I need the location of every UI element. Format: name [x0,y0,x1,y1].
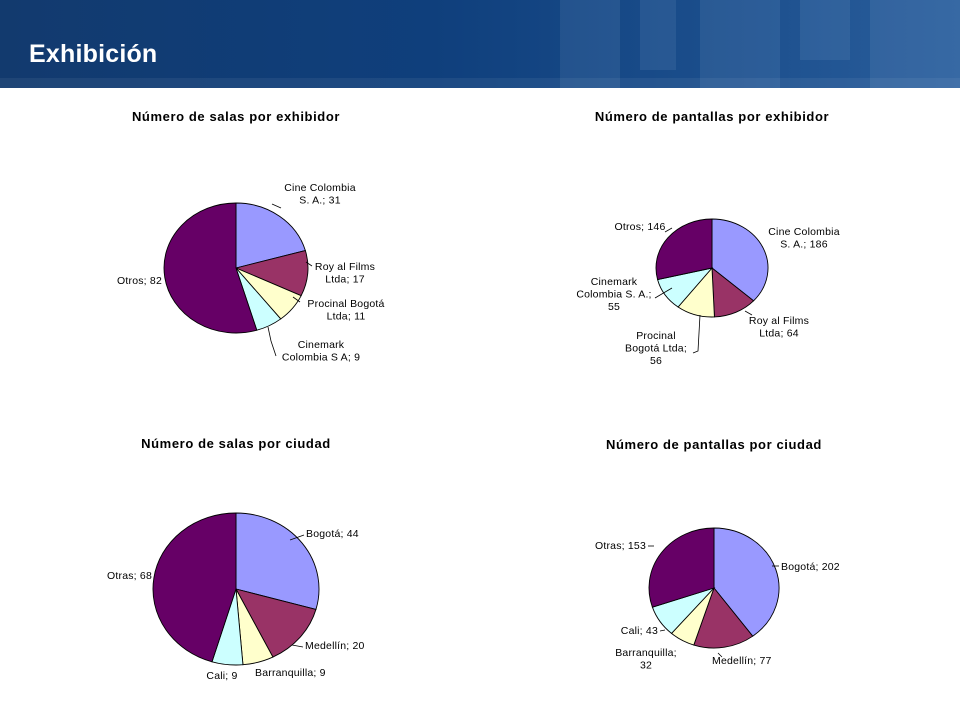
header-banner: Exhibición [0,0,960,88]
page-title: Exhibición [29,40,158,68]
data-label: Roy al Films Ltda; 64 [749,315,809,340]
data-label: Cine Colombia S. A.; 186 [768,226,839,251]
leader-line [291,644,304,648]
chart-title: Número de salas por exhibidor [132,109,340,124]
data-label: Cali; 9 [206,670,237,682]
leader-line [292,296,301,303]
chart-title: Número de pantallas por ciudad [606,437,822,452]
data-label: Otros; 82 [117,275,162,287]
data-label: Cali; 43 [621,625,658,637]
pie-chart-salas-exhibidor: Número de salas por exhibidor Cine Colomb… [117,109,384,364]
pie-slice [693,587,754,649]
data-label: Barranquilla; 9 [255,667,326,679]
leader-line [664,227,673,233]
pie-slice [235,512,320,610]
leader-line [305,261,313,267]
leader-line [692,314,701,354]
leader-line [267,326,277,357]
data-label: Cine Colombia S. A.; 31 [284,182,355,207]
data-label: Barranquilla; 32 [615,647,677,672]
data-label: Cinemark Colombia S A; 9 [282,339,360,364]
data-label: Medellín; 20 [305,640,365,652]
leader-line [271,203,282,209]
chart-title: Número de pantallas por exhibidor [595,109,829,124]
pie-chart-salas-ciudad: Número de salas por ciudad Bogotá; 44 Mede… [107,436,365,682]
pie-slice [713,527,780,637]
pie-chart-pantallas-exhibidor: Número de pantallas por exhibidor Cine Co… [576,109,839,367]
pie-slice [711,218,769,302]
data-label: Medellín; 77 [712,655,772,667]
data-label: Bogotá; 44 [306,528,359,540]
pie-slice [235,588,317,658]
leader-line [659,629,666,632]
data-label: Roy al Films Ltda; 17 [315,261,375,286]
pie-slice [655,218,713,281]
data-label: Bogotá; 202 [781,561,840,573]
chart-title: Número de salas por ciudad [141,436,331,451]
leader-line [289,534,305,541]
data-label: Procinal Bogotá Ltda; 11 [307,298,384,323]
pie-chart-pantallas-ciudad: Número de pantallas por ciudad Bogotá; 20… [595,437,840,672]
header-background-graphic [560,0,620,88]
data-label: Cinemark Colombia S. A.; 55 [576,276,651,313]
data-label: Otros; 146 [614,221,665,233]
pie-slice [152,512,237,663]
data-label: Procinal Bogotá Ltda; 56 [625,330,687,367]
leader-line [717,652,723,658]
leader-line [744,310,753,316]
data-label: Otras; 153 [595,540,646,552]
pie-slice [648,527,715,608]
leader-line [654,287,673,299]
data-label: Otras; 68 [107,570,152,582]
pie-slice [163,202,258,334]
pie-slice [235,202,306,269]
